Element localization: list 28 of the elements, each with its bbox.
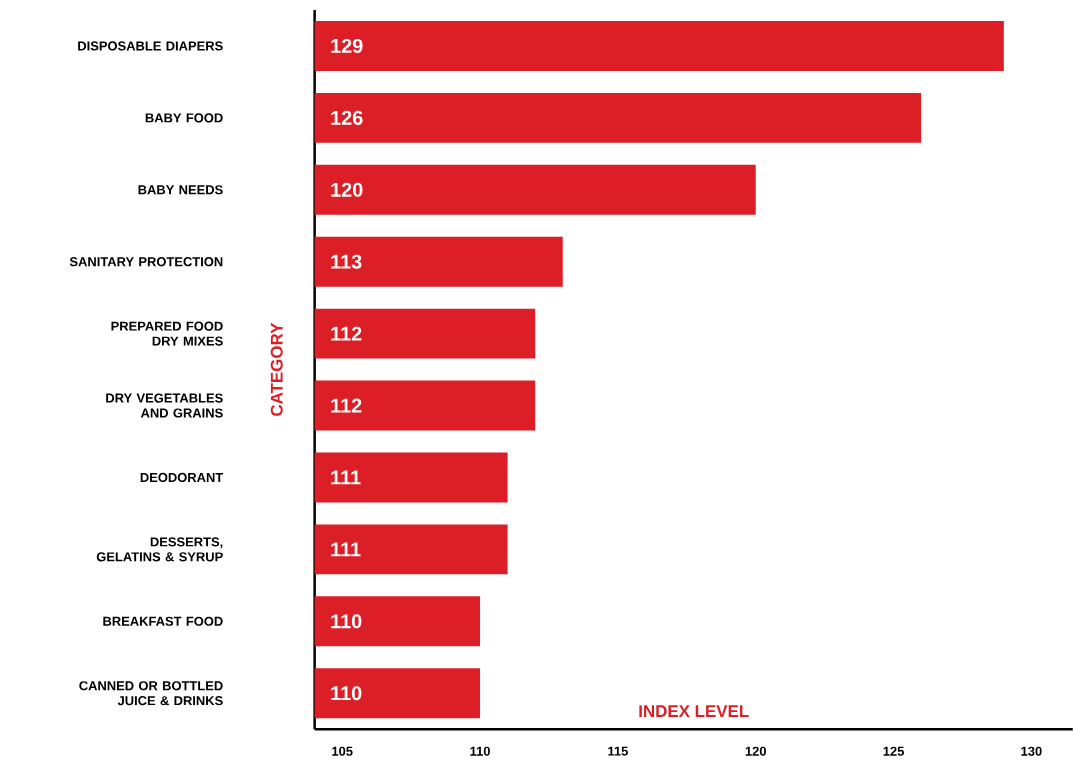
y-tick-label: DESSERTS, GELATINS & SYRUP [96,537,223,562]
data-label: 112 [331,326,362,341]
y-tick-label: DRY VEGETABLES AND GRAINS [106,393,223,418]
x-tick-label: 115 [608,746,628,756]
y-tick-label: CANNED OR BOTTLED JUICE & DRINKS [79,681,223,706]
x-tick-label: 130 [1021,746,1042,756]
y-tick-label: DEODORANT [140,472,224,482]
y-tick-label: DISPOSABLE DIAPERS [78,41,223,51]
data-label: 113 [331,254,362,269]
y-tick-label: SANITARY PROTECTION [69,257,223,267]
y-tick-label: PREPARED FOOD DRY MIXES [111,321,223,346]
data-label: 110 [331,686,362,701]
data-label: 112 [331,398,362,413]
x-tick-label: 120 [745,746,766,756]
data-label: 111 [331,542,361,557]
x-axis-title: INDEX LEVEL [639,705,749,717]
x-tick-label: 125 [883,746,904,756]
data-label: 126 [331,110,363,125]
y-tick-label: BABY FOOD [145,113,223,123]
y-tick-label: BREAKFAST FOOD [103,616,223,626]
x-tick-label: 105 [332,746,353,756]
data-label: 111 [331,470,361,485]
y-tick-label: BABY NEEDS [138,185,223,195]
x-tick-label: 110 [470,746,490,756]
data-label: 110 [331,614,362,629]
y-axis-title: CATEGORY [270,322,283,416]
data-label: 129 [331,38,363,53]
data-label: 120 [331,182,363,197]
